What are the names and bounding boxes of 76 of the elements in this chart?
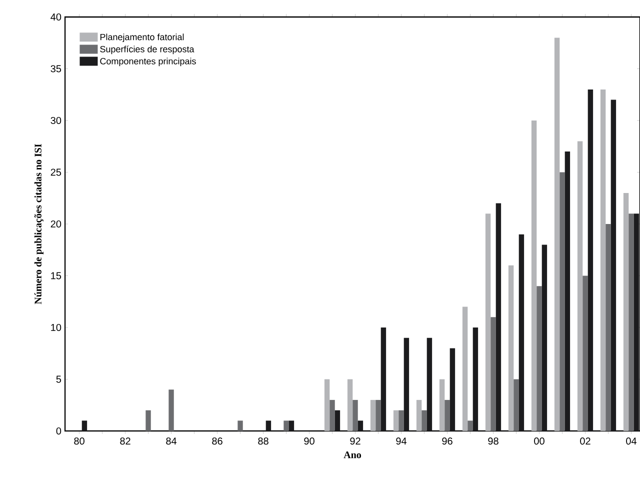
bar: [600, 89, 606, 431]
bar: [238, 420, 243, 431]
bar: [560, 172, 565, 431]
legend-label: Componentes principais: [100, 58, 196, 66]
bar: [426, 338, 432, 431]
bar: [628, 214, 634, 431]
y-tick-label: 30: [50, 116, 62, 124]
bar: [577, 141, 583, 431]
bar: [370, 400, 376, 431]
bar: [462, 306, 468, 431]
bar: [393, 410, 399, 431]
x-tick-label: 02: [580, 438, 590, 445]
x-tick-label: 88: [258, 438, 268, 445]
bar: [472, 327, 478, 431]
bar: [468, 420, 473, 431]
y-axis-title: Número de publicações citadas no ISI: [34, 144, 44, 304]
x-tick-label: 82: [120, 438, 130, 445]
bar: [324, 379, 330, 431]
y-tick-label: 25: [50, 168, 62, 176]
bar: [450, 348, 456, 431]
y-tick-label: 20: [50, 220, 62, 228]
bar: [330, 400, 335, 431]
bar: [266, 420, 272, 431]
bar: [485, 214, 491, 431]
bar: [582, 276, 588, 431]
x-tick-label: 92: [350, 438, 360, 445]
x-tick-label: 90: [304, 438, 314, 445]
x-tick-label: 98: [488, 438, 498, 445]
bar: [514, 379, 519, 431]
bar: [542, 244, 548, 431]
y-tick-label: 10: [51, 324, 62, 332]
bar: [284, 420, 289, 431]
x-tick-label: 04: [626, 438, 637, 445]
y-tick-label: 15: [51, 272, 62, 280]
x-tick-label: 80: [74, 438, 84, 445]
bar: [610, 100, 616, 431]
bar: [358, 420, 364, 431]
bar: [490, 317, 496, 431]
x-tick-label: 84: [166, 438, 177, 445]
bar: [439, 379, 445, 431]
bar: [82, 420, 88, 431]
bar: [496, 203, 502, 431]
bar: [554, 38, 560, 431]
bar: [376, 400, 381, 431]
bar: [404, 338, 410, 431]
bar: [518, 234, 524, 431]
x-tick-label: 00: [534, 438, 544, 445]
bar: [536, 286, 542, 431]
bar: [352, 400, 358, 431]
x-tick-label: 94: [396, 438, 407, 445]
bar: [422, 410, 427, 431]
bar: [564, 152, 570, 431]
y-tick-label: 5: [56, 376, 62, 383]
bar: [416, 400, 422, 431]
y-tick-label: 35: [50, 65, 62, 72]
legend-label: Planejamento fatorial: [100, 34, 184, 42]
bar: [606, 224, 611, 431]
bar: [347, 379, 353, 431]
bar: [588, 89, 594, 431]
bar: [398, 410, 404, 431]
x-tick-label: 86: [212, 438, 222, 445]
x-axis-title: Ano: [344, 451, 362, 458]
bar: [623, 192, 629, 431]
legend-label: Superfícies de resposta: [100, 46, 194, 54]
bar: [634, 214, 640, 431]
bar: [288, 420, 294, 431]
bar: [146, 410, 151, 431]
bar: [508, 265, 514, 431]
bar: [444, 400, 450, 431]
bar: [531, 120, 537, 431]
y-tick-label: 40: [50, 13, 62, 21]
y-tick-label: 0: [56, 427, 62, 435]
bar: [334, 410, 340, 431]
bar: [380, 327, 386, 431]
bar: [168, 390, 174, 431]
x-tick-label: 96: [442, 438, 452, 445]
